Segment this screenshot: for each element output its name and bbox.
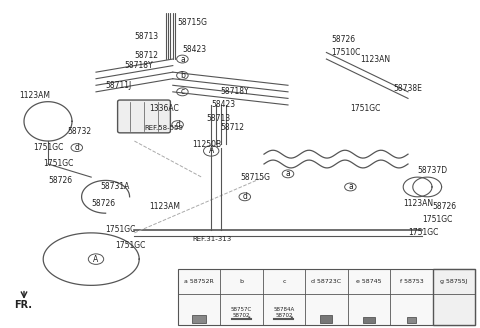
Text: c: c (282, 279, 286, 284)
FancyArrowPatch shape (291, 317, 292, 318)
Text: 58423: 58423 (211, 100, 235, 110)
Text: 11250B: 11250B (192, 140, 221, 149)
Bar (192, 315, 206, 323)
Text: a: a (180, 54, 185, 64)
Text: 1751GC: 1751GC (408, 228, 438, 237)
FancyBboxPatch shape (118, 100, 170, 133)
Text: e 58745: e 58745 (356, 279, 382, 284)
Text: 1751GC: 1751GC (43, 159, 73, 169)
Text: 1123AN: 1123AN (403, 199, 433, 208)
Bar (363, 317, 375, 323)
Text: 58712: 58712 (134, 51, 158, 60)
Text: d: d (242, 192, 247, 201)
Text: b: b (180, 71, 185, 80)
Text: g 58755J: g 58755J (440, 279, 468, 284)
Text: 58718Y: 58718Y (125, 61, 154, 70)
Text: 58711J: 58711J (106, 81, 132, 90)
Text: 1123AM: 1123AM (19, 91, 50, 100)
Text: d: d (175, 120, 180, 129)
Bar (449, 316, 459, 323)
Text: 1123AN: 1123AN (360, 54, 390, 64)
Text: 1123AM: 1123AM (149, 202, 180, 211)
Text: b: b (240, 279, 243, 284)
Text: 58738E: 58738E (394, 84, 422, 93)
FancyArrowPatch shape (249, 317, 250, 318)
Text: 58726: 58726 (91, 199, 115, 208)
Text: 1336AC: 1336AC (149, 104, 179, 113)
Text: a: a (286, 169, 290, 178)
Text: 1751GC: 1751GC (106, 225, 136, 234)
Text: 1751GC: 1751GC (422, 215, 453, 224)
Text: 58731A: 58731A (101, 182, 130, 192)
Text: a 58752R: a 58752R (184, 279, 214, 284)
Bar (178, 269, 475, 325)
Text: 58726: 58726 (331, 35, 355, 44)
Text: 1751GC: 1751GC (115, 241, 145, 251)
Text: f 58753: f 58753 (399, 279, 423, 284)
Text: 58732: 58732 (67, 127, 91, 136)
Bar (407, 317, 416, 323)
Text: 58715G: 58715G (178, 18, 207, 28)
Text: 58712: 58712 (221, 123, 245, 133)
Text: 58423: 58423 (182, 45, 206, 54)
Text: d: d (74, 143, 79, 152)
Text: a: a (348, 182, 353, 192)
Text: 58715G: 58715G (240, 173, 270, 182)
Text: 58757C
58702: 58757C 58702 (231, 307, 252, 318)
Text: 58737D: 58737D (418, 166, 448, 175)
Text: 58718Y: 58718Y (221, 87, 250, 96)
Text: FR.: FR. (14, 300, 32, 310)
Text: 58713: 58713 (134, 31, 158, 41)
Text: A: A (209, 146, 214, 155)
Text: 58726: 58726 (48, 176, 72, 185)
Text: REF.58-559: REF.58-559 (144, 125, 183, 131)
Text: REF.31-313: REF.31-313 (192, 236, 231, 242)
Text: 1751GC: 1751GC (350, 104, 381, 113)
Text: 58784A
58702: 58784A 58702 (273, 307, 295, 318)
Text: 58726: 58726 (432, 202, 456, 211)
Text: c: c (180, 87, 184, 96)
Bar (432, 269, 475, 325)
Text: 17510C: 17510C (331, 48, 360, 57)
Text: 58713: 58713 (206, 113, 230, 123)
Text: A: A (94, 255, 98, 264)
Text: 1751GC: 1751GC (34, 143, 64, 152)
Bar (321, 315, 332, 323)
Text: d 58723C: d 58723C (312, 279, 341, 284)
